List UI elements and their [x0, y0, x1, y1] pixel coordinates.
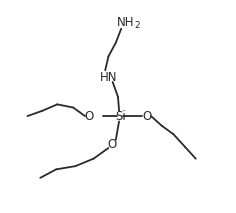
Text: 2: 2: [134, 22, 140, 30]
Text: O: O: [85, 109, 94, 123]
Text: Si: Si: [115, 109, 126, 123]
Text: O: O: [107, 138, 116, 151]
Text: NH: NH: [117, 16, 135, 29]
Text: O: O: [142, 109, 151, 123]
Text: HN: HN: [100, 71, 117, 84]
